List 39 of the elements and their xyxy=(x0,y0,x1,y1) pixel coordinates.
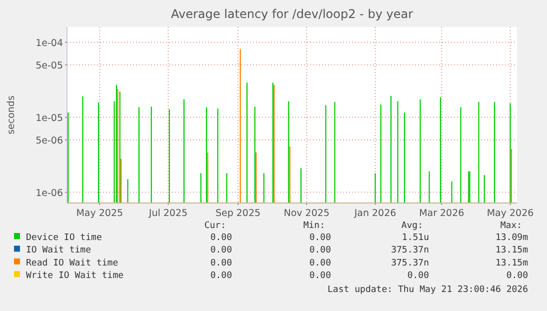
text: 13.09m xyxy=(495,233,528,243)
text: Max: xyxy=(500,221,522,231)
text: 375.37n xyxy=(391,258,429,268)
text: Min: xyxy=(303,221,325,231)
x-tick-label: Jul 2025 xyxy=(148,208,188,219)
text: 0.00 xyxy=(210,246,232,256)
text: 375.37n xyxy=(391,246,429,256)
text: 13.15m xyxy=(495,246,528,256)
legend-label: IO Wait time xyxy=(26,246,92,256)
x-tick-label: May 2025 xyxy=(76,208,124,219)
x-tick-label: Sep 2025 xyxy=(215,208,261,219)
y-tick-label: 5e-06 xyxy=(36,135,63,146)
text: 13.15m xyxy=(495,258,528,268)
text: 1.51u xyxy=(402,233,429,243)
legend-label: Read IO Wait time xyxy=(26,258,118,268)
chart-title: Average latency for /dev/loop2 - by year xyxy=(170,7,414,21)
y-tick-label: 1e-05 xyxy=(36,112,63,124)
text: 0.00 xyxy=(407,271,429,282)
x-tick-label: Mar 2026 xyxy=(419,208,464,219)
legend-label: Write IO Wait time xyxy=(26,271,124,282)
text: 0.00 xyxy=(210,233,232,243)
x-tick-label: May 2026 xyxy=(486,208,534,219)
text: 0.00 xyxy=(210,271,232,282)
y-tick-label: 1e-04 xyxy=(36,38,63,49)
legend-label: Device IO time xyxy=(26,233,102,243)
text: 0.00 xyxy=(210,258,232,268)
text: 0.00 xyxy=(506,271,528,282)
y-axis-title: seconds xyxy=(6,96,17,134)
y-tick-label: 1e-06 xyxy=(36,188,63,199)
text: 0.00 xyxy=(309,233,331,243)
y-tick-label: 5e-05 xyxy=(36,60,63,72)
text: 0.00 xyxy=(309,271,331,282)
text: 0.00 xyxy=(309,258,331,268)
x-tick-label: Jan 2026 xyxy=(353,208,396,219)
text: Cur: xyxy=(204,221,226,231)
text: Avg: xyxy=(401,221,423,231)
text: 0.00 xyxy=(309,246,331,256)
text: Last update: Thu May 21 23:00:46 2026 xyxy=(328,285,528,295)
x-tick-label: Nov 2025 xyxy=(284,208,330,219)
